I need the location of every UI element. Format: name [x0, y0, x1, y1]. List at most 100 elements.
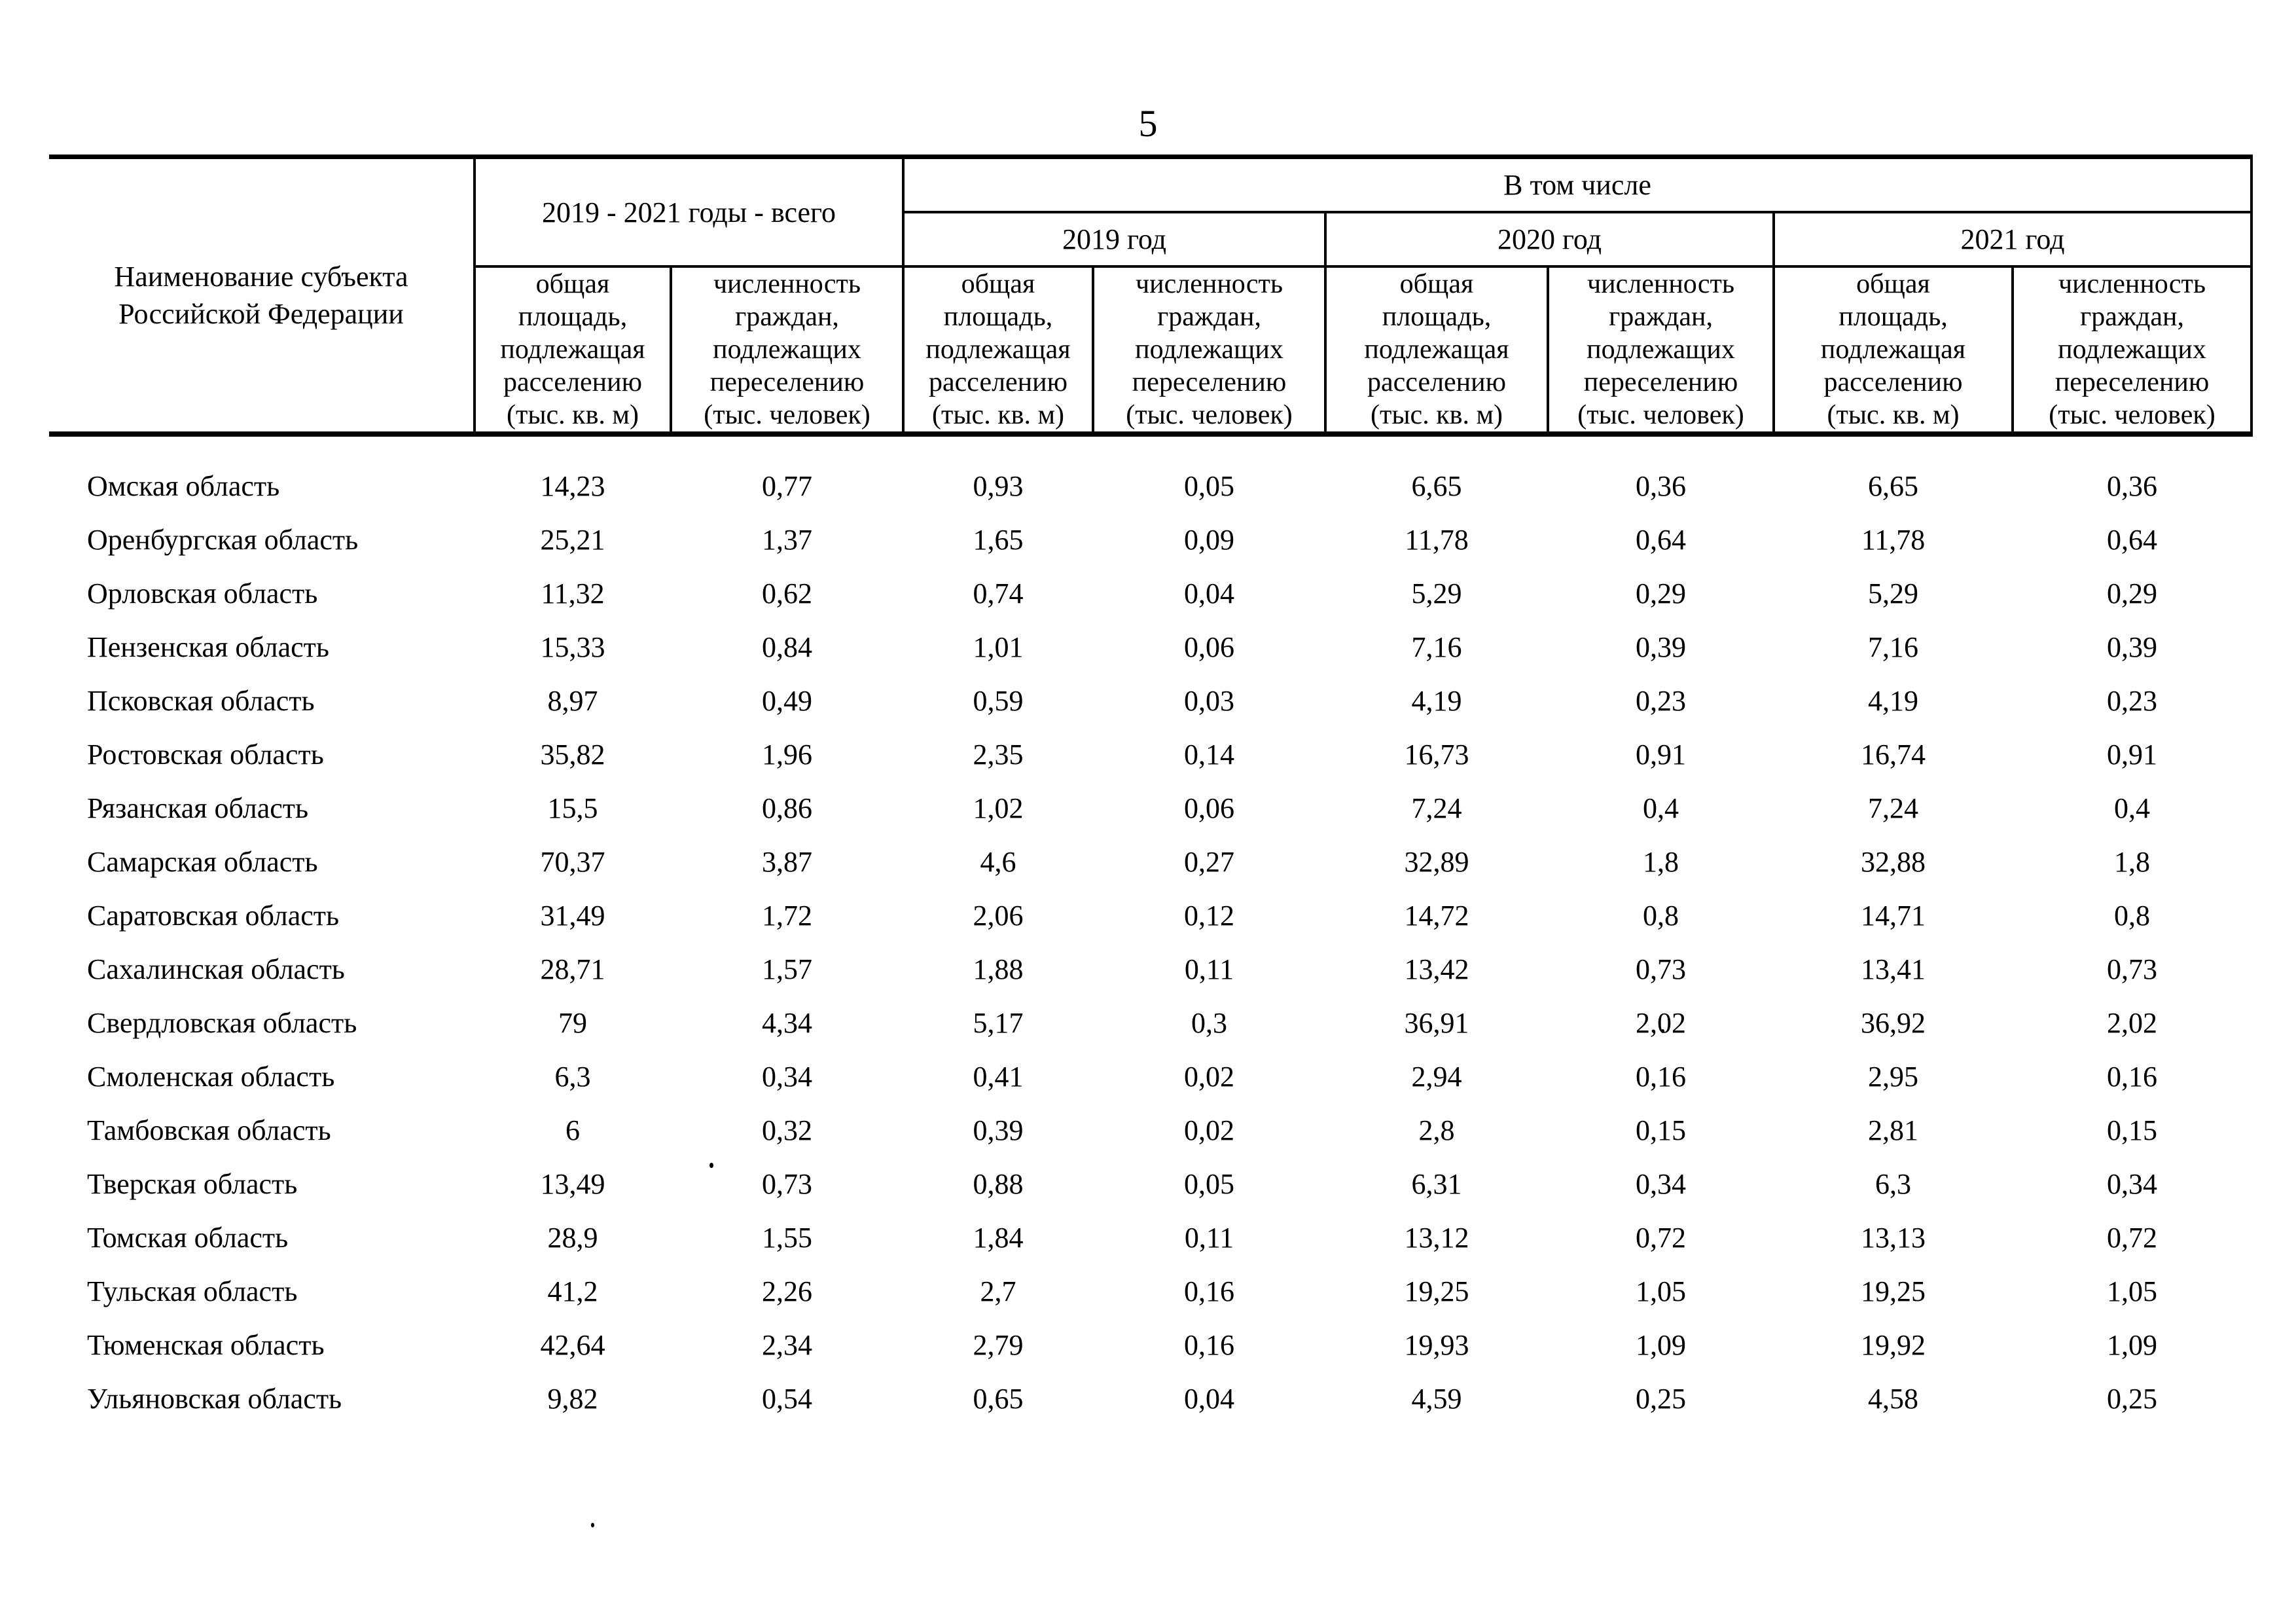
value-cell: 1,09: [2107, 1328, 2158, 1361]
scan-artifact-dot: [709, 1163, 713, 1168]
column-header-year-2020: 2020 год: [1325, 212, 1776, 268]
value-cell: 5,29: [1411, 577, 1462, 610]
value-cell: 0,8: [1643, 899, 1679, 932]
value-cell: 2,94: [1411, 1060, 1462, 1093]
region-name-cell: Саратовская область: [87, 899, 340, 932]
value-cell: 13,12: [1404, 1221, 1469, 1254]
value-cell: 0,23: [1636, 684, 1687, 717]
value-cell: 7,16: [1868, 630, 1919, 663]
region-name-cell: Тверская область: [87, 1167, 298, 1200]
value-cell: 0,15: [2107, 1114, 2158, 1146]
table-row: Ульяновская область 9,82 0,54 0,65 0,04 4,59 0…: [49, 1372, 2251, 1425]
value-cell: 0,41: [973, 1060, 1024, 1093]
value-cell: 0,8: [2114, 899, 2151, 932]
value-cell: 0,73: [1636, 953, 1687, 985]
value-cell: 0,34: [1636, 1167, 1687, 1200]
value-cell: 25,21: [540, 523, 605, 556]
column-header-including: В том числе: [903, 155, 2253, 213]
value-cell: 4,19: [1868, 684, 1919, 717]
value-cell: 0,16: [1184, 1275, 1235, 1307]
value-cell: 1,55: [762, 1221, 812, 1254]
value-cell: 1,72: [762, 899, 812, 932]
value-cell: 0,16: [1184, 1328, 1235, 1361]
value-cell: 2,81: [1868, 1114, 1919, 1146]
value-cell: 79: [558, 1006, 587, 1039]
region-name-cell: Свердловская область: [87, 1006, 357, 1039]
value-cell: 35,82: [540, 738, 605, 771]
region-name-cell: Сахалинская область: [87, 953, 345, 985]
region-name-cell: Ульяновская область: [87, 1382, 342, 1415]
value-cell: 14,72: [1404, 899, 1469, 932]
value-cell: 1,96: [762, 738, 812, 771]
value-cell: 3,87: [762, 845, 812, 878]
column-header-year-2019: 2019 год: [903, 212, 1327, 268]
value-cell: 0,73: [762, 1167, 812, 1200]
value-cell: 0,77: [762, 469, 812, 502]
value-cell: 0,64: [2107, 523, 2158, 556]
table-row: Тамбовская область 6 0,32 0,39 0,02 2,8 0,15 2,…: [49, 1103, 2251, 1157]
value-cell: 5,29: [1868, 577, 1919, 610]
value-cell: 0,14: [1184, 738, 1235, 771]
column-header-year-2021: 2021 год: [1774, 212, 2253, 268]
value-cell: 0,11: [1184, 1221, 1234, 1254]
value-cell: 0,34: [762, 1060, 812, 1093]
page-number: 5: [1138, 102, 1158, 145]
value-cell: 15,33: [540, 630, 605, 663]
value-cell: 0,05: [1184, 1167, 1235, 1200]
region-name-cell: Тульская область: [87, 1275, 298, 1307]
value-cell: 0,32: [762, 1114, 812, 1146]
value-cell: 5,17: [973, 1006, 1024, 1039]
table-row: Тверская область 13,49 0,73 0,88 0,05 6,31 0,3…: [49, 1157, 2251, 1211]
column-header-2021-area: общая площадь, подлежащая расселению (ты…: [1774, 266, 2015, 437]
value-cell: 0,4: [2114, 792, 2151, 824]
column-header-2020-area: общая площадь, подлежащая расселению (ты…: [1325, 266, 1550, 437]
value-cell: 0,29: [1636, 577, 1687, 610]
value-cell: 0,04: [1184, 577, 1235, 610]
value-cell: 11,78: [1405, 523, 1469, 556]
table-row: Рязанская область 15,5 0,86 1,02 0,06 7,24 0,4…: [49, 781, 2251, 835]
table-row: Орловская область 11,32 0,62 0,74 0,04 5,29 0,…: [49, 566, 2251, 620]
table-row: Оренбургская область 25,21 1,37 1,65 0,09 11,…: [49, 513, 2251, 566]
table-row: Саратовская область 31,49 1,72 2,06 0,12 14,7…: [49, 888, 2251, 942]
table-row: Ростовская область 35,82 1,96 2,35 0,14 16,73…: [49, 727, 2251, 781]
value-cell: 0,86: [762, 792, 812, 824]
value-cell: 0,91: [1636, 738, 1687, 771]
table-row: Смоленская область 6,3 0,34 0,41 0,02 2,94 0,1…: [49, 1049, 2251, 1103]
value-cell: 0,03: [1184, 684, 1235, 717]
value-cell: 31,49: [540, 899, 605, 932]
table-row: Томская область 28,9 1,55 1,84 0,11 13,12 0,72…: [49, 1211, 2251, 1264]
value-cell: 14,23: [540, 469, 605, 502]
value-cell: 8,97: [547, 684, 598, 717]
value-cell: 1,09: [1636, 1328, 1687, 1361]
value-cell: 28,71: [540, 953, 605, 985]
value-cell: 2,79: [973, 1328, 1024, 1361]
value-cell: 0,72: [1636, 1221, 1687, 1254]
value-cell: 1,37: [762, 523, 812, 556]
column-header-2020-people: численность граждан, подлежащих переселе…: [1548, 266, 1776, 437]
value-cell: 0,39: [1636, 630, 1687, 663]
region-name-cell: Тюменская область: [87, 1328, 325, 1361]
column-header-total-area: общая площадь, подлежащая расселению (ты…: [475, 266, 672, 437]
value-cell: 19,92: [1861, 1328, 1926, 1361]
value-cell: 1,05: [2107, 1275, 2158, 1307]
value-cell: 13,13: [1861, 1221, 1926, 1254]
scan-artifact-dot: [1661, 1029, 1664, 1033]
value-cell: 0,09: [1184, 523, 1235, 556]
value-cell: 6,65: [1868, 469, 1919, 502]
value-cell: 1,88: [973, 953, 1024, 985]
value-cell: 15,5: [547, 792, 598, 824]
value-cell: 6,65: [1411, 469, 1462, 502]
value-cell: 41,2: [547, 1275, 598, 1307]
value-cell: 0,54: [762, 1382, 812, 1415]
value-cell: 0,74: [973, 577, 1024, 610]
header-row-years: 2019 год 2020 год 2021 год: [49, 212, 2253, 268]
value-cell: 2,35: [973, 738, 1024, 771]
value-cell: 0,4: [1643, 792, 1679, 824]
table-row: Сахалинская область 28,71 1,57 1,88 0,11 13,4…: [49, 942, 2251, 996]
value-cell: 4,59: [1411, 1382, 1462, 1415]
value-cell: 4,58: [1868, 1382, 1919, 1415]
region-name-cell: Смоленская область: [87, 1060, 335, 1093]
region-name-cell: Оренбургская область: [87, 523, 359, 556]
value-cell: 13,49: [540, 1167, 605, 1200]
region-name-cell: Рязанская область: [87, 792, 309, 824]
